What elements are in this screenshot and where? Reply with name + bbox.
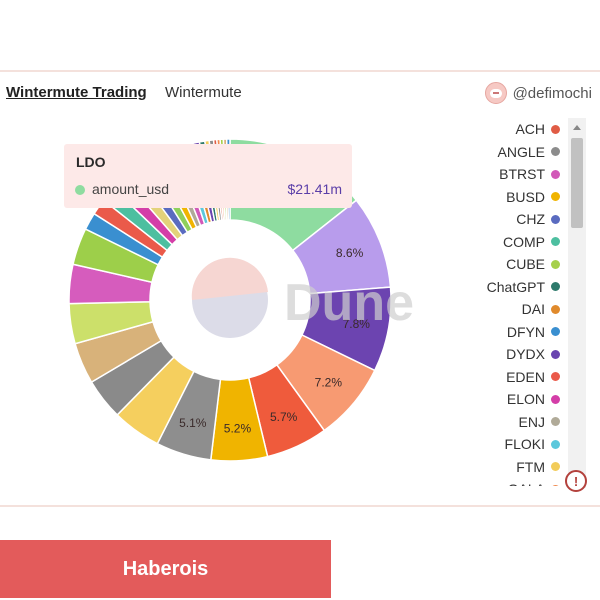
haberois-button[interactable]: Haberois bbox=[0, 540, 331, 598]
legend-item[interactable]: GALA bbox=[460, 478, 560, 486]
query-title-link[interactable]: Wintermute Trading bbox=[6, 84, 147, 101]
legend-color-dot bbox=[551, 462, 560, 472]
chart-tooltip: LDO amount_usd $21.41m bbox=[64, 144, 352, 208]
legend-color-dot bbox=[551, 147, 560, 157]
legend-label: GALA bbox=[508, 481, 545, 486]
legend-item[interactable]: ANGLE bbox=[460, 141, 560, 164]
legend-label: BTRST bbox=[499, 166, 545, 183]
legend-color-dot bbox=[551, 192, 560, 202]
avatar bbox=[484, 82, 507, 104]
legend-label: EDEN bbox=[506, 368, 545, 385]
legend-label: CHZ bbox=[516, 211, 545, 228]
legend-color-dot bbox=[551, 169, 560, 179]
chart-header: Wintermute Trading Wintermute @defimochi bbox=[0, 72, 600, 116]
slice-percent-label: 7.2% bbox=[315, 376, 343, 390]
legend-label: CUBE bbox=[506, 256, 545, 273]
legend-item[interactable]: CUBE bbox=[460, 253, 560, 276]
legend-item[interactable]: CHZ bbox=[460, 208, 560, 231]
legend-color-dot bbox=[551, 282, 560, 292]
legend-item[interactable]: ACH bbox=[460, 118, 560, 141]
legend-color-dot bbox=[551, 439, 560, 449]
legend-color-dot bbox=[551, 484, 560, 486]
legend-item[interactable]: DYDX bbox=[460, 343, 560, 366]
legend-color-dot bbox=[551, 372, 560, 382]
legend-color-dot bbox=[551, 417, 560, 427]
legend-label: COMP bbox=[503, 233, 545, 250]
author-name: @defimochi bbox=[512, 84, 592, 102]
author-link[interactable]: @defimochi bbox=[484, 82, 592, 104]
tooltip-series-label: amount_usd bbox=[92, 181, 170, 197]
legend-color-dot bbox=[551, 214, 560, 224]
legend-color-dot bbox=[551, 394, 560, 404]
legend-scrollbar[interactable] bbox=[568, 118, 586, 488]
slice-percent-label: 8.6% bbox=[336, 246, 364, 260]
scroll-thumb[interactable] bbox=[571, 138, 583, 228]
chart-legend: ACH ANGLE BTRST BUSD CHZ COMP CUBE ChatGPT DAI DF… bbox=[460, 118, 560, 486]
legend-item[interactable]: ENJ bbox=[460, 411, 560, 434]
legend-item[interactable]: DAI bbox=[460, 298, 560, 321]
legend-color-dot bbox=[551, 327, 560, 337]
legend-color-dot bbox=[551, 304, 560, 314]
legend-label: FTM bbox=[516, 458, 545, 475]
legend-item[interactable]: BTRST bbox=[460, 163, 560, 186]
scroll-up-arrow-icon[interactable] bbox=[568, 120, 586, 136]
legend-color-dot bbox=[551, 124, 560, 134]
legend-item[interactable]: DFYN bbox=[460, 321, 560, 344]
dune-logo-icon bbox=[191, 257, 268, 300]
legend-item[interactable]: ChatGPT bbox=[460, 276, 560, 299]
alert-icon[interactable]: ! bbox=[565, 470, 587, 492]
chart-card: Wintermute Trading Wintermute @defimochi… bbox=[0, 70, 600, 507]
legend-label: ChatGPT bbox=[486, 278, 545, 295]
legend-label: DFYN bbox=[506, 323, 545, 340]
legend-color-dot bbox=[551, 259, 560, 269]
legend-color-dot bbox=[551, 349, 560, 359]
legend-label: ENJ bbox=[518, 413, 545, 430]
slice-percent-label: 5.7% bbox=[270, 410, 298, 424]
legend-item[interactable]: COMP bbox=[460, 231, 560, 254]
legend-color-dot bbox=[551, 237, 560, 247]
legend-label: DAI bbox=[521, 301, 545, 318]
legend-item[interactable]: FLOKI bbox=[460, 433, 560, 456]
legend-item[interactable]: FTM bbox=[460, 456, 560, 479]
legend-label: ACH bbox=[515, 121, 545, 138]
tooltip-title: LDO bbox=[76, 154, 106, 170]
dune-watermark: Dune bbox=[284, 274, 414, 332]
legend-item[interactable]: EDEN bbox=[460, 366, 560, 389]
slice-percent-label: 7.8% bbox=[343, 317, 371, 331]
legend-label: FLOKI bbox=[504, 436, 545, 453]
slice-percent-label: 5.1% bbox=[179, 416, 207, 430]
legend-item[interactable]: BUSD bbox=[460, 186, 560, 209]
slice-percent-label: 5.2% bbox=[224, 421, 252, 435]
tooltip-series-dot bbox=[75, 185, 85, 195]
visualization-title: Wintermute bbox=[165, 84, 242, 101]
legend-label: ELON bbox=[506, 391, 545, 408]
tooltip-value: $21.41m bbox=[287, 181, 342, 197]
legend-label: ANGLE bbox=[497, 143, 545, 160]
legend-label: DYDX bbox=[506, 346, 545, 363]
legend-label: BUSD bbox=[506, 188, 545, 205]
legend-item[interactable]: ELON bbox=[460, 388, 560, 411]
